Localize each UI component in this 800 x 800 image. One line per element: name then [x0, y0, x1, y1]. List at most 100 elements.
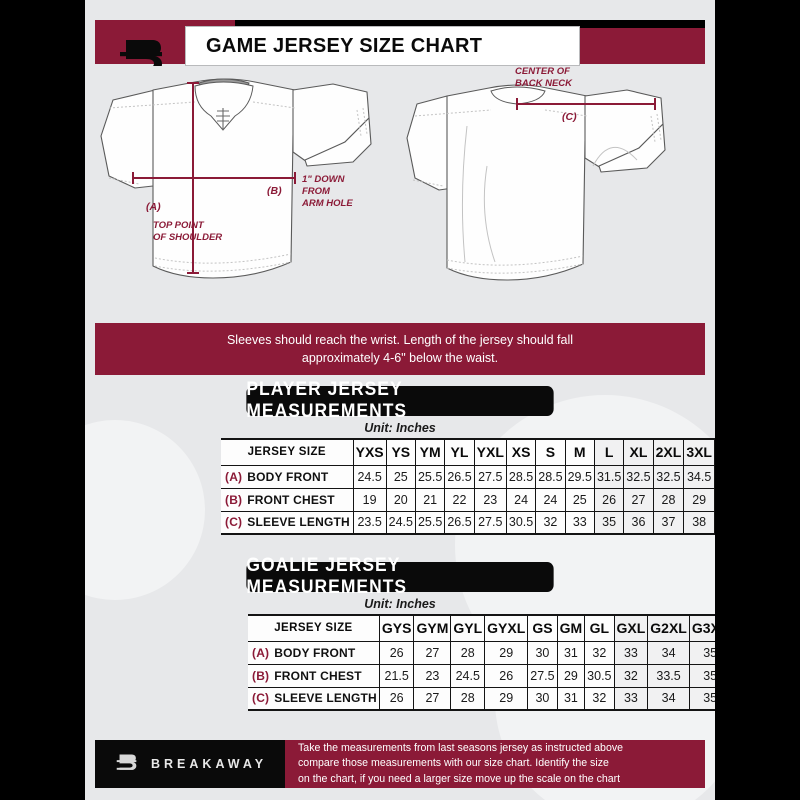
- measurement-tag: (B): [225, 492, 243, 507]
- measurement-cell: 31.5: [593, 464, 625, 489]
- measurement-cell: 33.5: [647, 663, 690, 688]
- measurement-cell: 25.5: [414, 510, 446, 535]
- goalie-measurements-table-wrap: JERSEY SIZE GYS GYM GYL GYXL GS GM GL GXL G2XL G3…: [248, 614, 715, 711]
- measurement-cell: 36: [623, 510, 654, 535]
- fit-note-line2: approximately 4-6" below the waist.: [301, 351, 499, 365]
- measurement-tag: (A): [225, 469, 243, 484]
- size-column-header: GXL: [613, 614, 649, 642]
- measurement-cell: 26: [484, 663, 529, 688]
- player-table-body: (A) BODY FRONT 24.5 25 25.5 26.5 27.5 28.5 28.5 2…: [221, 464, 715, 535]
- measurement-row-label: (B) FRONT CHEST: [248, 663, 380, 688]
- measurement-cell: 30.5: [505, 510, 537, 535]
- measurement-cell: 26: [593, 487, 625, 512]
- measurement-cell: 26: [378, 640, 415, 665]
- measurement-row-label: (C) SLEEVE LENGTH: [221, 510, 354, 535]
- measurement-cell: 25: [564, 487, 595, 512]
- annotation-c-label-line1: CENTER OF: [515, 66, 570, 77]
- size-column-header: GYL: [450, 614, 486, 642]
- measurement-cell: 24: [535, 487, 566, 512]
- size-column-header: S: [535, 438, 566, 466]
- measurement-cell: 31: [556, 686, 586, 711]
- annotation-b-label-line1: 1" DOWN: [302, 174, 346, 185]
- player-measurements-table: JERSEY SIZE YXS YS YM YL YXL XS S M L XL 2XL 3XL (A…: [221, 438, 715, 535]
- measurement-cell: 32: [535, 510, 566, 535]
- size-column-header: GYXL: [484, 614, 529, 642]
- size-chart-page: GAME JERSEY SIZE CHART: [85, 0, 715, 800]
- player-section-title: PLAYER JERSEY MEASUREMENTS: [246, 379, 554, 422]
- measurement-cell: 30.5: [584, 663, 615, 688]
- measurement-cell: 20: [385, 487, 416, 512]
- header-top-strip-accent: [95, 20, 235, 28]
- measurement-cell: 23.5: [352, 510, 387, 535]
- size-column-header: GS: [527, 614, 558, 642]
- measurement-cell: 27: [413, 640, 452, 665]
- measurement-cell: 28.5: [505, 464, 537, 489]
- goalie-unit-label: Unit: Inches: [364, 597, 436, 611]
- size-column-header: YXS: [352, 438, 387, 466]
- measurement-tag: (C): [225, 515, 243, 530]
- player-size-header: JERSEY SIZE: [221, 438, 354, 466]
- annotation-c-tag: (C): [562, 111, 577, 123]
- background-watermark: [85, 420, 205, 600]
- measurement-cell: 24: [505, 487, 537, 512]
- table-row: (A) BODY FRONT 26 27 28 29 30 31 32 33 34 35: [248, 640, 715, 665]
- measurement-cell: 21: [414, 487, 446, 512]
- annotation-a-tag: (A): [146, 201, 161, 213]
- measurement-row-label: (B) FRONT CHEST: [221, 487, 354, 512]
- measurement-tag: (B): [252, 668, 270, 683]
- measurement-cell: 33: [613, 686, 649, 711]
- measurement-cell: 26.5: [444, 510, 475, 535]
- measurement-cell: 32.5: [652, 464, 685, 489]
- goalie-table-body: (A) BODY FRONT 26 27 28 29 30 31 32 33 34 35 (B) FRON…: [248, 640, 715, 711]
- breakaway-b-logo-icon: [113, 748, 141, 781]
- size-column-header: G3XL: [688, 614, 715, 642]
- measurement-cell: 32: [584, 640, 615, 665]
- measurement-cell: 23: [473, 487, 507, 512]
- measurement-cell: 26: [378, 686, 415, 711]
- measurement-cell: 28: [450, 686, 486, 711]
- measurement-cell: 35: [688, 663, 715, 688]
- measurement-cell: 29: [484, 640, 529, 665]
- measurement-cell: 27.5: [473, 510, 507, 535]
- measurement-cell: 26.5: [444, 464, 475, 489]
- size-column-header: GYM: [413, 614, 452, 642]
- header-top-strip: [95, 20, 705, 28]
- measurement-cell: 33: [564, 510, 595, 535]
- table-row: (C) SLEEVE LENGTH 23.5 24.5 25.5 26.5 27.5 30.5…: [221, 510, 715, 535]
- size-column-header: YS: [385, 438, 416, 466]
- goalie-measurements-table: JERSEY SIZE GYS GYM GYL GYXL GS GM GL GXL G2XL G3…: [248, 614, 715, 711]
- measurement-row-label: (A) BODY FRONT: [248, 640, 380, 665]
- page-title: GAME JERSEY SIZE CHART: [206, 34, 483, 57]
- table-row: (A) BODY FRONT 24.5 25 25.5 26.5 27.5 28.5 28.5 2…: [221, 464, 715, 489]
- measurement-cell: 31: [556, 640, 586, 665]
- measurement-cell: 29: [683, 487, 715, 512]
- measurement-tag: (A): [252, 645, 270, 660]
- measurement-cell: 28.5: [535, 464, 566, 489]
- size-column-header: GYS: [378, 614, 415, 642]
- measurement-row-label: (A) BODY FRONT: [221, 464, 354, 489]
- size-column-header: YL: [444, 438, 475, 466]
- size-column-header: YXL: [473, 438, 507, 466]
- page-title-box: GAME JERSEY SIZE CHART: [185, 26, 580, 66]
- measurement-row-label: (C) SLEEVE LENGTH: [248, 686, 380, 711]
- footer: BREAKAWAY Take the measurements from las…: [95, 740, 705, 788]
- fit-note-banner: Sleeves should reach the wrist. Length o…: [95, 323, 705, 375]
- size-column-header: G2XL: [647, 614, 690, 642]
- measurement-cell: 30: [527, 686, 558, 711]
- annotation-a-label-line2: OF SHOULDER: [153, 232, 222, 243]
- size-column-header: GL: [584, 614, 615, 642]
- footer-brand: BREAKAWAY: [95, 740, 285, 788]
- annotation-b-label-line3: ARM HOLE: [301, 198, 353, 209]
- size-column-header: YM: [414, 438, 446, 466]
- measurement-cell: 27.5: [527, 663, 558, 688]
- fit-note-line1: Sleeves should reach the wrist. Length o…: [226, 332, 574, 347]
- size-column-header: XL: [623, 438, 654, 466]
- table-header-row: JERSEY SIZE GYS GYM GYL GYXL GS GM GL GXL G2XL G3…: [248, 614, 715, 642]
- measurement-cell: 35: [688, 640, 715, 665]
- measurement-cell: 27.5: [473, 464, 507, 489]
- measurement-cell: 35: [593, 510, 625, 535]
- measurement-cell: 38: [683, 510, 715, 535]
- table-row: (B) FRONT CHEST 21.5 23 24.5 26 27.5 29 30.5 32 33…: [248, 663, 715, 688]
- measurement-cell: 27: [623, 487, 654, 512]
- measurement-cell: 28: [652, 487, 685, 512]
